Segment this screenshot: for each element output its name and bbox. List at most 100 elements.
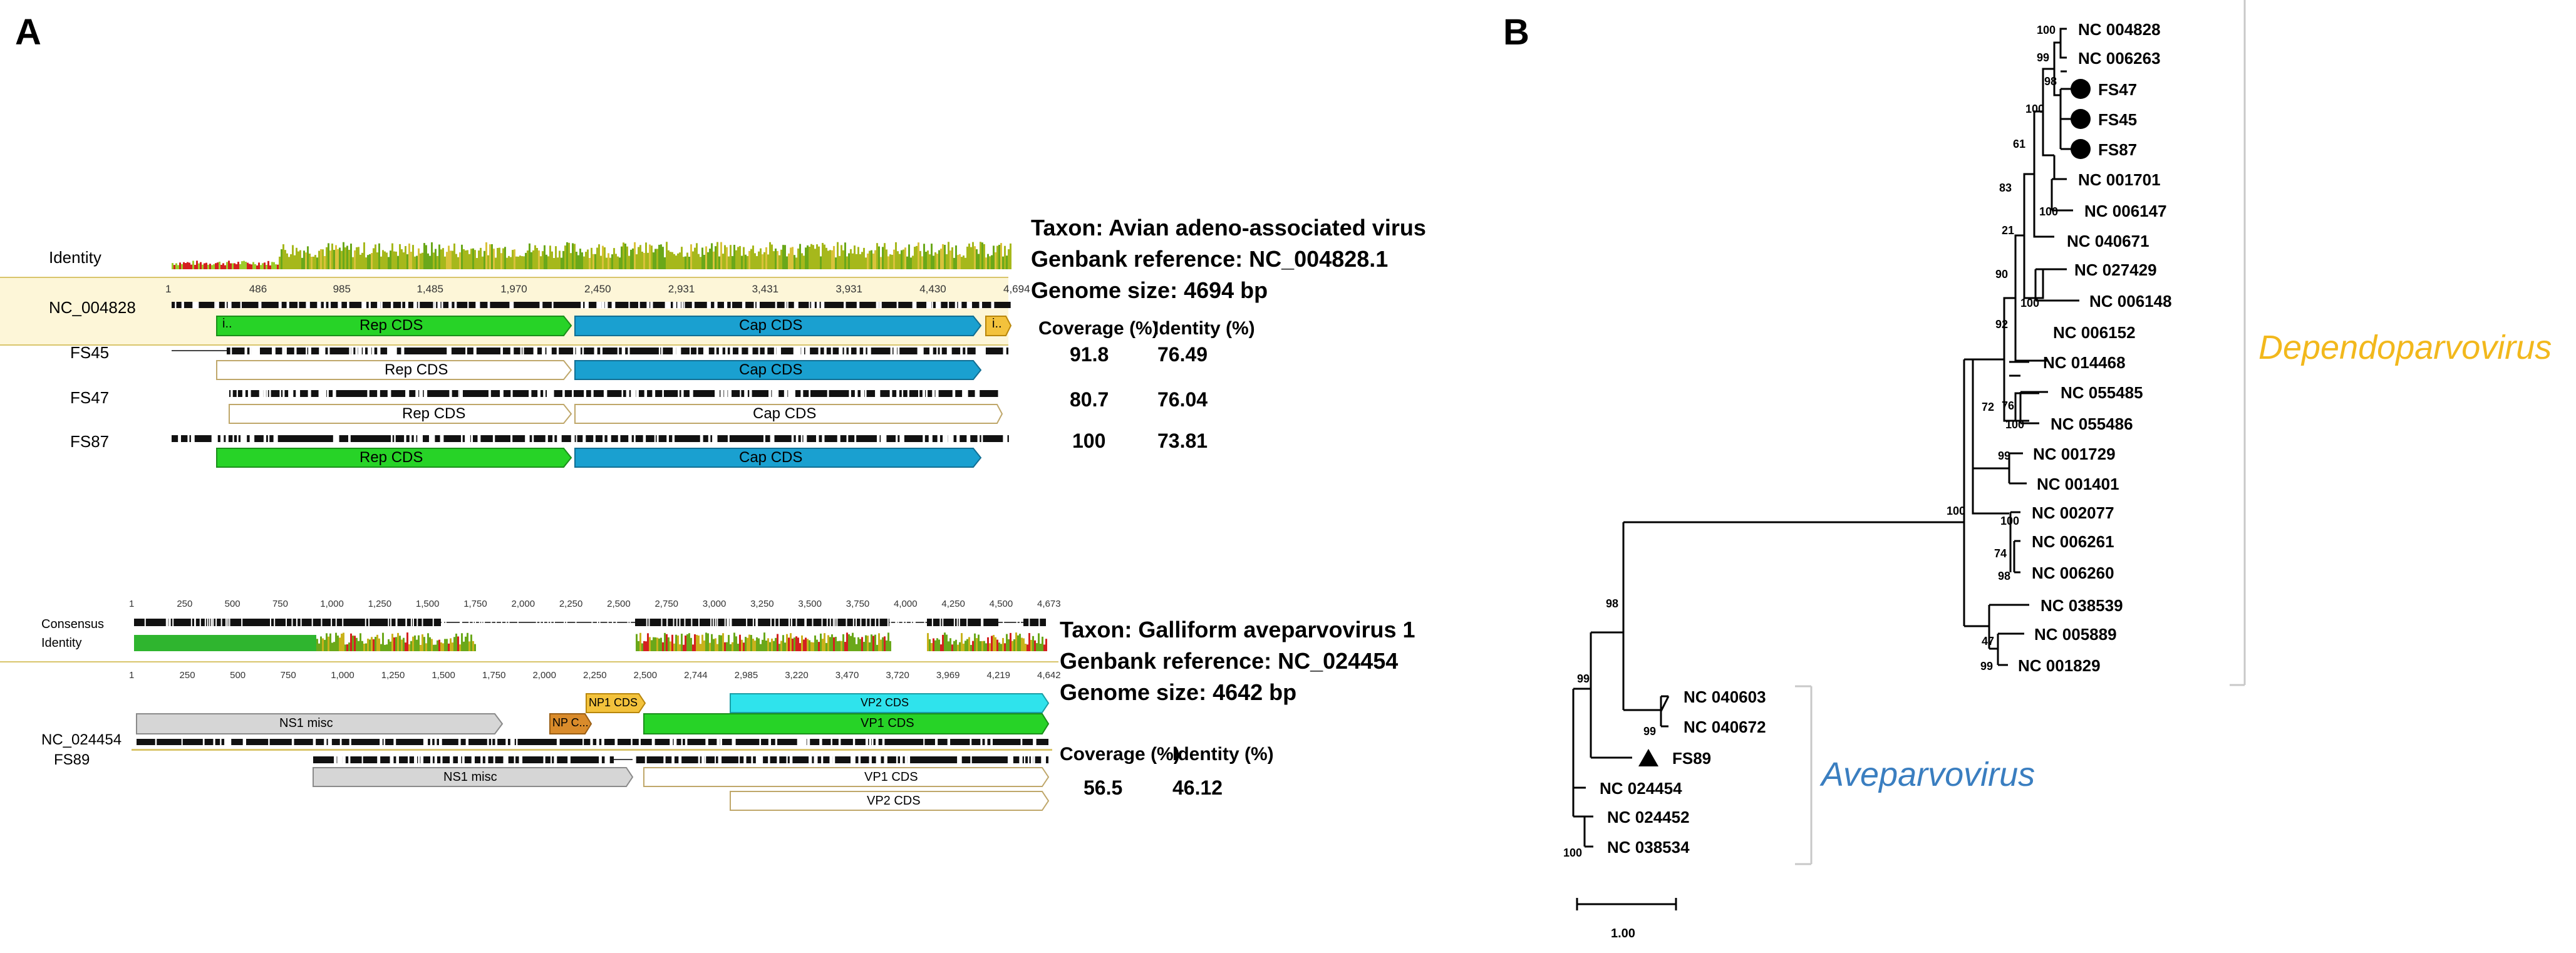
top-tick-label: 3,931 — [835, 283, 862, 295]
tree-leaf-label: NC 024452 — [1607, 808, 1690, 827]
fs87-cap-label: Cap CDS — [739, 449, 803, 466]
bottom-feature-tracks — [132, 693, 1052, 811]
consensus-tick-label: 4,250 — [941, 599, 965, 609]
sample-circle-marker — [2071, 79, 2091, 99]
bootstrap-value: 61 — [2013, 138, 2026, 150]
tree-leaf-label: FS47 — [2098, 80, 2138, 99]
bottom-consensus-tracks — [134, 619, 1047, 651]
top-coverage-header: Coverage (%) — [1038, 318, 1159, 339]
fs45-rep-feature — [216, 360, 572, 380]
tree-leaf-label: NC 006152 — [2053, 323, 2136, 342]
bootstrap-value: 90 — [1995, 268, 2009, 281]
bottom-reference-label: NC_024454 — [41, 731, 122, 748]
reference-tick-label: 500 — [230, 670, 246, 681]
bootstrap-value: 21 — [2002, 224, 2015, 237]
bootstrap-value: 76 — [2002, 399, 2015, 412]
consensus-label: Consensus — [41, 617, 105, 631]
top-tick-label: 2,450 — [584, 283, 611, 295]
top-tick-label: 2,931 — [668, 283, 695, 295]
fs47-sequence-bar — [229, 390, 998, 397]
sample-circle-marker — [2071, 139, 2091, 159]
tree-leaf-label: NC 040603 — [1684, 688, 1766, 706]
bottom-consensus-band — [0, 661, 1058, 662]
identity-label: Identity — [49, 248, 101, 267]
bootstrap-value: 72 — [1982, 401, 1995, 413]
np-feature — [549, 713, 592, 734]
fs47-cap-feature — [574, 404, 1003, 424]
fs87-identity: 73.81 — [1157, 430, 1208, 452]
fs47-cap-label: Cap CDS — [753, 405, 817, 422]
tree-leaf-label: NC 001729 — [2033, 445, 2116, 463]
reference-tick-label: 3,969 — [936, 670, 960, 681]
bootstrap-value: 100 — [2000, 515, 2020, 527]
reference-tick-label: 3,220 — [785, 670, 809, 681]
fs47-identity: 76.04 — [1157, 388, 1208, 411]
ref-small-label-left: i.. — [222, 317, 232, 331]
ref-small-feature-right — [985, 316, 1012, 336]
fs89-vp1-label: VP1 CDS — [864, 770, 918, 784]
bottom-genbank: Genbank reference: NC_024454 — [1060, 648, 1399, 674]
tree-leaf-label: NC 040671 — [2067, 232, 2149, 250]
bootstrap-value: 99 — [1577, 672, 1590, 685]
bottom-genome-size: Genome size: 4642 bp — [1060, 679, 1297, 705]
fs89-ns1-label: NS1 misc — [443, 770, 497, 784]
top-tick-label: 1 — [165, 283, 172, 295]
bootstrap-value: 47 — [1982, 635, 1995, 647]
tree-leaf-label: NC 004828 — [2078, 20, 2161, 39]
ns1-label: NS1 misc — [279, 716, 333, 730]
fs45-identity: 76.49 — [1157, 343, 1208, 366]
tree-leaf-label: NC 038534 — [1607, 838, 1690, 857]
panel-a-letter: A — [15, 12, 41, 53]
fs89-ns1-feature — [313, 767, 634, 787]
fs87-coverage: 100 — [1072, 430, 1106, 452]
top-tick-label: 486 — [249, 283, 267, 295]
top-taxon: Taxon: Avian adeno-associated virus — [1031, 215, 1426, 240]
tree-leaf-label: NC 027429 — [2074, 260, 2157, 279]
reference-tick-label: 3,470 — [835, 670, 859, 681]
tree-leaf-label: NC 014468 — [2043, 353, 2126, 372]
fs47-rep-label: Rep CDS — [402, 405, 466, 422]
consensus-tick-label: 1,750 — [463, 599, 487, 609]
fs87-rep-label: Rep CDS — [360, 449, 423, 466]
consensus-tick-label: 4,500 — [989, 599, 1013, 609]
tree-leaf-label: NC 055485 — [2061, 383, 2143, 402]
bottom-taxon: Taxon: Galliform aveparvovirus 1 — [1060, 617, 1415, 642]
bootstrap-value: 100 — [1947, 505, 1966, 517]
bottom-coverage-header: Coverage (%) — [1060, 744, 1180, 765]
scale-bar — [1576, 898, 1677, 910]
fs87-cap-feature — [574, 448, 982, 468]
fs45-coverage: 91.8 — [1070, 343, 1109, 366]
ns1-feature — [136, 713, 504, 734]
bootstrap-value: 100 — [1563, 847, 1583, 859]
bootstrap-value: 98 — [2044, 75, 2057, 88]
tree-leaf-label: NC 001829 — [2018, 656, 2101, 675]
ref-sequence-bar — [172, 302, 1011, 308]
reference-tick-label: 1 — [129, 670, 135, 681]
consensus-tick-label: 3,500 — [798, 599, 822, 609]
reference-tick-label: 4,219 — [986, 670, 1010, 681]
np1-label: NP1 CDS — [589, 696, 638, 709]
consensus-tick-label: 2,000 — [511, 599, 535, 609]
bootstrap-value: 99 — [1980, 660, 1994, 672]
scale-bar-label: 1.00 — [1611, 927, 1635, 940]
bootstrap-value: 99 — [1643, 725, 1657, 738]
reference-tick-label: 1,750 — [482, 670, 506, 681]
reference-tick-label: 2,985 — [734, 670, 758, 681]
fs89-vp2-feature — [730, 791, 1050, 811]
reference-tick-label: 2,250 — [583, 670, 607, 681]
consensus-tick-label: 1,250 — [368, 599, 392, 609]
top-tick-label: 1,970 — [500, 283, 527, 295]
consensus-tick-label: 500 — [224, 599, 241, 609]
tree-leaf-label: NC 038539 — [2041, 596, 2123, 615]
reference-tick-label: 2,000 — [532, 670, 556, 681]
consensus-tick-label: 4,000 — [894, 599, 918, 609]
top-genome-size: Genome size: 4694 bp — [1031, 277, 1268, 303]
top-tick-label: 1,485 — [416, 283, 443, 295]
ref-cap-label: Cap CDS — [739, 317, 803, 334]
reference-tick-label: 1,500 — [432, 670, 455, 681]
tree-leaf-label: NC 006148 — [2089, 292, 2172, 311]
fs45-rep-label: Rep CDS — [385, 361, 448, 378]
bootstrap-value: 100 — [2039, 205, 2059, 218]
bootstrap-value: 98 — [1606, 597, 1619, 610]
tree-leaf-label: NC 001701 — [2078, 170, 2161, 189]
